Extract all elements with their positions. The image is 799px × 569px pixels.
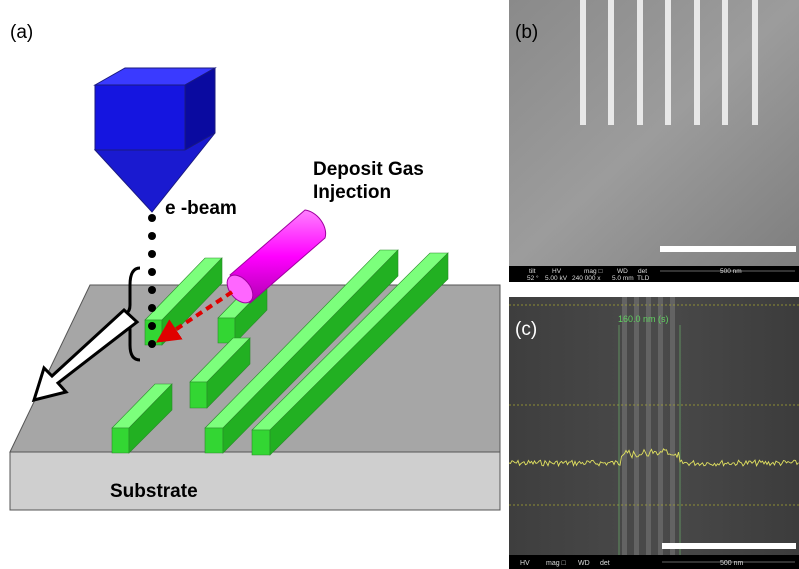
panel-label: (a)	[10, 22, 33, 43]
info-header: mag □	[546, 560, 567, 567]
info-header: WD	[578, 560, 590, 567]
figure: (a) Substrate e -beam Deposit Gas Inject	[0, 0, 799, 569]
panel-label: (b)	[515, 22, 538, 43]
info-value: 5.00 kV	[545, 275, 568, 282]
info-header: HV	[552, 268, 562, 275]
panel-b: (b) tilt 52 ° HV 5.00 kV mag □ 240 000 x…	[509, 0, 799, 282]
info-header: HV	[520, 560, 530, 567]
info-header: tilt	[529, 268, 536, 275]
panel-a: (a) Substrate e -beam Deposit Gas Inject	[10, 22, 500, 510]
info-header: mag □	[584, 268, 602, 275]
info-header: WD	[617, 268, 628, 275]
info-value: 5.0 mm	[612, 275, 634, 282]
substrate-front	[10, 452, 500, 510]
gas-label: Injection	[313, 182, 391, 203]
sem-image	[509, 297, 799, 555]
info-value: TLD	[637, 275, 650, 282]
scale-bar	[660, 246, 796, 252]
scale-label: 500 nm	[720, 560, 744, 567]
source-front	[95, 85, 185, 150]
gas-label: Deposit Gas	[313, 159, 424, 180]
beam-label: e -beam	[165, 198, 237, 219]
scale-bar	[662, 543, 796, 549]
info-header: det	[638, 268, 647, 275]
scale-label: 500 nm	[720, 268, 742, 275]
page: (a) Substrate e -beam Deposit Gas Inject	[0, 0, 799, 569]
info-value: 52 °	[527, 274, 539, 282]
info-header: det	[600, 560, 610, 567]
beam-dots	[148, 214, 156, 348]
substrate-label: Substrate	[110, 481, 198, 502]
panel-label: (c)	[515, 319, 537, 340]
measurement-label: 160.0 nm (s)	[618, 314, 669, 324]
panel-c: 160.0 nm (s) (c) HV mag □ WD det 500 nm	[509, 297, 799, 569]
info-value: 240 000 x	[572, 275, 601, 282]
